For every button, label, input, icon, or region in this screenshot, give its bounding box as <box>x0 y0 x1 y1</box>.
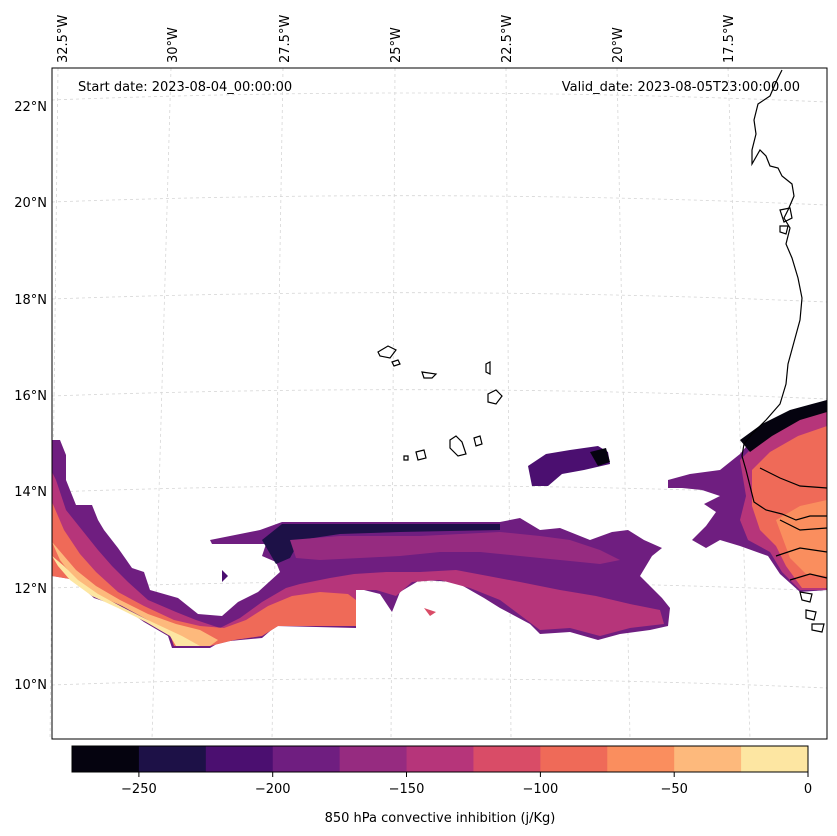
cin-fleck-2 <box>424 608 436 616</box>
cin-region-central-edge <box>262 524 500 564</box>
island-fogo <box>415 449 427 461</box>
colorbar-tick-label: −150 <box>389 782 425 797</box>
colorbar-swatch <box>406 746 474 772</box>
colorbar-swatch <box>540 746 608 772</box>
lat-label: 16°N <box>14 389 47 404</box>
island-sao-nicolau <box>421 371 438 379</box>
canary-fragment-1 <box>779 207 793 223</box>
colorbar-tick-label: −100 <box>523 782 559 797</box>
colorbar-border <box>71 745 809 773</box>
start-date-label: Start date: 2023-08-04_00:00:00 <box>78 80 292 95</box>
cin-region-west-mid <box>52 472 664 646</box>
lon-label: 25°W <box>389 27 404 63</box>
island-maio <box>473 435 483 447</box>
cin-region-central-mid <box>290 532 620 564</box>
lat-gridline-22 <box>51 92 828 103</box>
canary-fragment-2 <box>779 225 789 235</box>
lon-label: 30°W <box>166 27 181 63</box>
colorbar-swatch <box>741 746 809 772</box>
island-sao-vicente <box>391 359 401 367</box>
lat-gridline-16 <box>51 389 828 400</box>
colorbar-swatch <box>272 746 341 772</box>
colorbar-tick-label: −50 <box>660 782 687 797</box>
coast-inlet-3 <box>789 573 828 581</box>
cin-contour-fields <box>52 400 827 648</box>
longitude-labels: 32.5°W 30°W 27.5°W 25°W 22.5°W 20°W 17.5… <box>56 15 737 63</box>
lat-gridline-20 <box>51 195 828 206</box>
island-santo-antao <box>377 345 397 359</box>
lon-label: 32.5°W <box>56 15 71 63</box>
island-boa-vista <box>487 389 503 405</box>
lat-gridline-18 <box>51 292 828 303</box>
cin-region-west-core <box>52 542 218 646</box>
coastline <box>377 69 828 633</box>
cin-region-west-inner <box>52 502 356 646</box>
lon-label: 17.5°W <box>722 15 737 63</box>
colorbar-swatch <box>473 746 541 772</box>
bijagos-island-2 <box>805 609 817 621</box>
lon-label: 20°W <box>611 27 626 63</box>
colorbar-title: 850 hPa convective inhibition (j/Kg) <box>325 811 556 826</box>
cin-region-east-core <box>776 500 827 576</box>
gambia-border <box>759 467 828 489</box>
colorbar-swatch <box>339 746 408 772</box>
lon-gridline-22-5 <box>505 67 512 740</box>
colorbar-ticks: −250 −200 −150 −100 −50 0 <box>121 772 812 797</box>
colorbar: −250 −200 −150 −100 −50 0 850 hPa convec… <box>71 745 812 826</box>
island-sal <box>485 361 491 375</box>
map-border <box>51 67 828 740</box>
lat-label: 12°N <box>14 582 47 597</box>
lat-label: 18°N <box>14 293 47 308</box>
colorbar-swatch <box>674 746 742 772</box>
island-brava <box>403 455 409 461</box>
lat-gridline-14 <box>51 485 828 496</box>
lat-gridline-10 <box>51 678 828 689</box>
cin-region-east-dark-edge <box>740 400 827 452</box>
cin-cell-central-core <box>590 448 610 466</box>
colorbar-tick-label: −250 <box>121 782 157 797</box>
cin-cell-central <box>528 446 610 486</box>
colorbar-swatch <box>607 746 675 772</box>
lon-gridline-32-5 <box>49 67 59 740</box>
bijagos-island-1 <box>799 591 813 603</box>
colorbar-swatch <box>72 746 140 772</box>
lon-label: 22.5°W <box>500 15 515 63</box>
colorbar-swatch <box>138 746 207 772</box>
lat-label: 10°N <box>14 678 47 693</box>
colorbar-swatch <box>205 746 274 772</box>
lat-label: 20°N <box>14 196 47 211</box>
cin-fleck-1 <box>222 570 228 582</box>
valid-date-label: Valid_date: 2023-08-05T23:00:00.00 <box>562 80 800 95</box>
lon-gridline-17-5 <box>727 67 751 740</box>
colorbar-tick-label: 0 <box>804 782 812 797</box>
bijagos-island-3 <box>811 623 825 633</box>
lat-gridline-12 <box>51 581 828 592</box>
lon-label: 27.5°W <box>278 15 293 63</box>
lat-label: 22°N <box>14 100 47 115</box>
lat-label: 14°N <box>14 485 47 500</box>
coast-inlet <box>779 519 828 531</box>
colorbar-tick-label: −200 <box>255 782 291 797</box>
map-background <box>52 68 827 739</box>
latitude-labels: 22°N 20°N 18°N 16°N 14°N 12°N 10°N <box>14 100 47 693</box>
lon-gridline-25 <box>390 67 396 740</box>
colorbar-swatches <box>72 746 809 772</box>
coast-inlet-2 <box>775 547 828 557</box>
africa-west-coast <box>741 69 827 521</box>
map-area: Start date: 2023-08-04_00:00:00 Valid_da… <box>49 67 828 740</box>
island-santiago <box>449 435 467 457</box>
